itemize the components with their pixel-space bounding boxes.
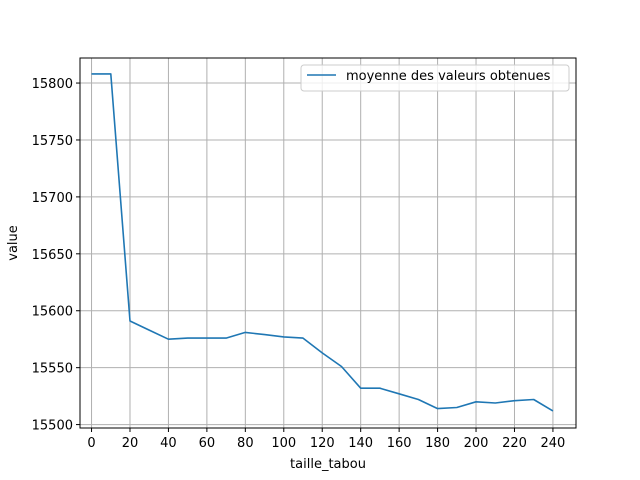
x-tick-label: 20 [122, 436, 139, 451]
x-axis-label: taille_tabou [290, 457, 366, 472]
legend: moyenne des valeurs obtenues [300, 64, 570, 92]
y-axis-ticks: 15500 15550 15600 15650 15700 15750 15800 [32, 77, 80, 434]
x-tick-label: 100 [271, 436, 296, 451]
x-tick-label: 140 [348, 436, 373, 451]
y-tick-label: 15550 [32, 362, 73, 377]
plot-frame [79, 57, 577, 429]
x-axis-ticks: 0 20 40 60 80 100 120 140 160 180 200 220 240 [87, 428, 565, 451]
x-tick-label: 40 [160, 436, 177, 451]
x-tick-label: 240 [541, 436, 566, 451]
legend-label: moyenne des valeurs obtenues [346, 69, 551, 84]
x-tick-label: 60 [199, 436, 216, 451]
x-tick-label: 0 [87, 436, 95, 451]
y-axis-label: value [6, 225, 21, 261]
y-tick-label: 15700 [32, 191, 73, 206]
y-tick-label: 15800 [32, 77, 73, 92]
y-tick-label: 15500 [32, 419, 73, 434]
x-tick-label: 160 [387, 436, 412, 451]
y-tick-label: 15650 [32, 248, 73, 263]
series-line-0 [91, 73, 554, 412]
x-tick-label: 220 [502, 436, 527, 451]
y-tick-label: 15750 [32, 134, 73, 149]
x-tick-label: 200 [464, 436, 489, 451]
x-tick-label: 180 [425, 436, 450, 451]
x-tick-label: 80 [237, 436, 254, 451]
legend-frame [300, 64, 570, 92]
x-tick-label: 120 [310, 436, 335, 451]
y-tick-label: 15600 [32, 305, 73, 320]
series-layer [91, 73, 554, 412]
